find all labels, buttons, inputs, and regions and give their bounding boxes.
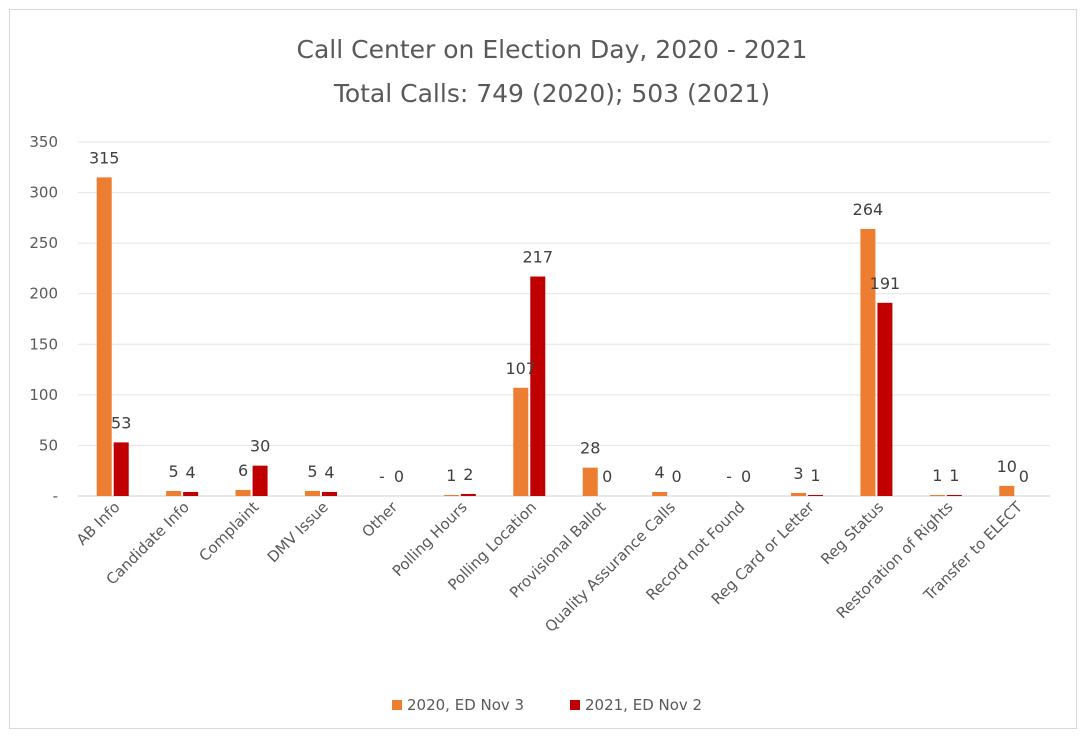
bar [96, 177, 112, 496]
y-tick-label: 50 [39, 436, 58, 454]
data-label: 3 [793, 464, 803, 483]
x-tick-label: Complaint [195, 498, 262, 565]
data-label: 4 [655, 463, 665, 482]
chart-subtitle: Total Calls: 749 (2020); 503 (2021) [333, 79, 770, 108]
bar [808, 494, 823, 496]
x-tick-label: DMV Issue [264, 498, 332, 566]
bar [877, 302, 893, 496]
data-label: 217 [523, 248, 554, 267]
data-label: 10 [997, 457, 1017, 476]
bar [530, 276, 546, 496]
data-label: 0 [394, 467, 404, 486]
data-label: 2 [463, 465, 473, 484]
data-label: 4 [186, 463, 196, 482]
bar [183, 491, 199, 496]
bar [652, 491, 668, 496]
y-axis-ticks: - 50 100 150 200 250 300 350 [29, 133, 58, 505]
bar [999, 485, 1015, 496]
gridlines [78, 141, 1050, 497]
x-tick-label: Reg Status [817, 498, 887, 568]
legend: 2020, ED Nov 3 2021, ED Nov 2 [392, 696, 702, 714]
bar [513, 387, 529, 496]
data-label: 6 [238, 461, 248, 480]
legend-swatch [570, 700, 580, 710]
x-tick-label: Other [358, 498, 401, 541]
bar [443, 494, 459, 496]
legend-swatch [392, 700, 402, 710]
data-label: 0 [741, 467, 751, 486]
legend-label: 2021, ED Nov 2 [585, 696, 702, 714]
bar [929, 494, 945, 496]
x-tick-label: Quality Assurance Calls [541, 498, 679, 636]
data-label: 30 [250, 437, 270, 456]
bar [252, 465, 268, 496]
bar [860, 228, 876, 497]
bar [946, 494, 962, 496]
bar [305, 490, 320, 496]
data-label: - [379, 467, 385, 486]
bar [235, 489, 251, 496]
y-tick-label: 300 [29, 184, 58, 202]
y-tick-label: 200 [29, 285, 58, 303]
data-label: 191 [870, 274, 901, 293]
y-tick-label: 100 [29, 386, 58, 404]
data-label: 1 [932, 466, 942, 485]
data-label: 0 [1019, 467, 1029, 486]
bar [460, 493, 476, 496]
bars [96, 177, 1015, 497]
data-label: 1 [446, 466, 456, 485]
y-tick-label: 150 [29, 335, 58, 353]
bar [166, 490, 182, 496]
bar [322, 491, 337, 496]
y-tick-label: 250 [29, 234, 58, 252]
data-label: 264 [853, 200, 884, 219]
data-label: 28 [580, 439, 600, 458]
data-label: 53 [111, 413, 131, 432]
data-label: 5 [307, 462, 317, 481]
bar [791, 492, 806, 496]
data-label: 1 [949, 466, 959, 485]
y-tick-label: 350 [29, 133, 58, 151]
bar [582, 467, 598, 496]
data-label: 315 [89, 148, 120, 167]
data-label: 107 [506, 359, 537, 378]
data-label: - [726, 467, 732, 486]
x-tick-label: Restoration of Rights [833, 498, 957, 622]
bar [113, 442, 129, 496]
legend-label: 2020, ED Nov 3 [407, 696, 524, 714]
data-label: 0 [672, 467, 682, 486]
data-label: 1 [810, 466, 820, 485]
data-label: 5 [169, 462, 179, 481]
y-tick-label: - [53, 487, 58, 505]
data-label: 0 [602, 467, 612, 486]
chart-title: Call Center on Election Day, 2020 - 2021 [297, 35, 808, 64]
data-label: 4 [324, 463, 334, 482]
x-tick-label: AB Info [73, 498, 124, 549]
